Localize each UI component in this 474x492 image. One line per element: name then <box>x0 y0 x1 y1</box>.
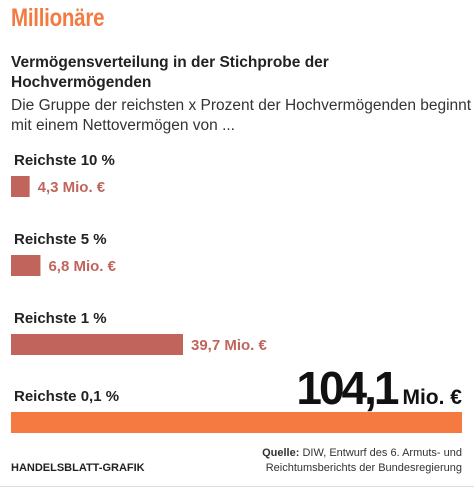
category-label: Reichste 10 % <box>14 152 115 169</box>
source: Quelle: DIW, Entwurf des 6. Armuts- und … <box>232 446 462 476</box>
source-text: DIW, Entwurf des 6. Armuts- und Reichtum… <box>265 447 462 474</box>
value-label: 39,7 Mio. € <box>191 337 268 354</box>
value-label: 6,8 Mio. € <box>48 258 116 275</box>
bar <box>11 412 462 433</box>
category-label: Reichste 1 % <box>14 310 107 327</box>
chart: Reichste 10 % 4,3 Mio. € Reichste 5 % 6,8 M… <box>11 152 462 433</box>
bar <box>11 176 30 197</box>
value-label-unit: Mio. € <box>402 386 462 409</box>
bar <box>11 334 183 355</box>
category-label: Reichste 0,1 % <box>14 388 119 405</box>
chart-description: Die Gruppe der reichsten x Prozent der H… <box>11 97 472 134</box>
bottom-rule <box>0 486 474 487</box>
source-label: Quelle: <box>262 447 300 459</box>
value-label-number: 104,1 <box>296 362 399 414</box>
value-label: 104,1 Mio. € <box>296 362 462 414</box>
chart-subtitle: Vermögensverteilung in der Stichprobe de… <box>11 54 329 91</box>
category-label: Reichste 5 % <box>14 231 107 248</box>
bar <box>11 255 41 276</box>
value-label: 4,3 Mio. € <box>38 179 106 196</box>
chart-title: Millionäre <box>11 4 105 32</box>
credit: HANDELSBLATT-GRAFIK <box>11 462 145 474</box>
